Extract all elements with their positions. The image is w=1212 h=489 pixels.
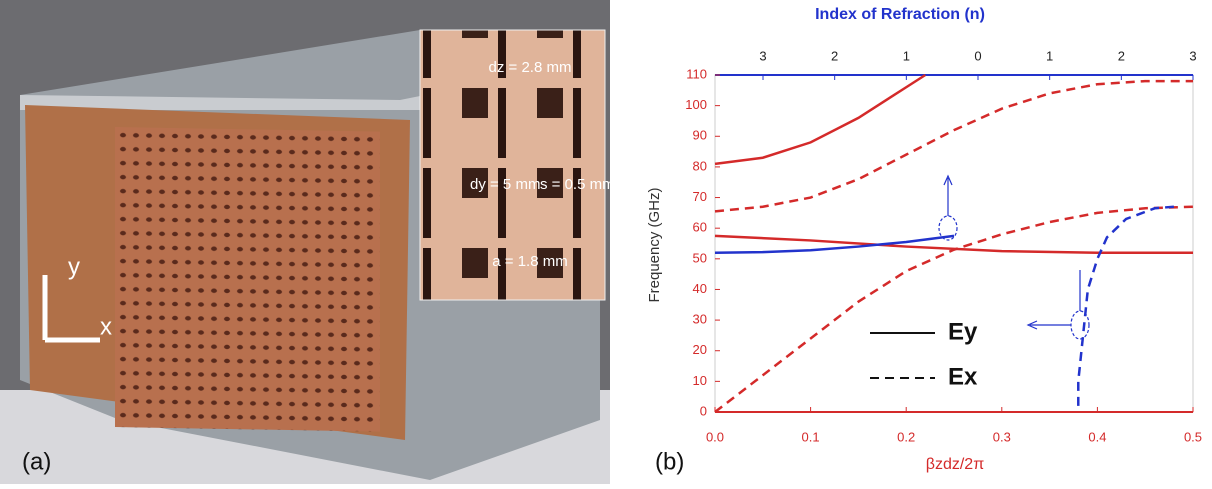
panel-label: (b) bbox=[655, 448, 684, 475]
curve bbox=[714, 79, 1193, 213]
x-axis-title: βzdz/2π bbox=[926, 456, 984, 473]
y-tick-label: 50 bbox=[693, 250, 707, 265]
y-tick-label: 90 bbox=[693, 128, 707, 143]
x-tick-label: 0.4 bbox=[1088, 429, 1106, 444]
y-tick-label: 60 bbox=[693, 220, 707, 235]
y-tick-label: 30 bbox=[693, 312, 707, 327]
legend-label: Ex bbox=[948, 363, 978, 390]
x2-tick-label: 0 bbox=[974, 48, 981, 63]
y-axis-title: Frequency (GHz) bbox=[646, 187, 663, 302]
dimension-label: dz = 2.8 mm bbox=[489, 59, 572, 76]
curve bbox=[1077, 205, 1174, 406]
x2-tick-label: 3 bbox=[759, 48, 766, 63]
curve bbox=[714, 73, 926, 166]
panel-label: (a) bbox=[22, 448, 51, 475]
y-tick-label: 70 bbox=[693, 189, 707, 204]
x-tick-label: 0.3 bbox=[993, 429, 1011, 444]
dimension-label: dy = 5 mm bbox=[470, 176, 540, 193]
y-tick-label: 40 bbox=[693, 281, 707, 296]
dimension-label: a = 1.8 mm bbox=[492, 253, 567, 270]
x2-tick-label: 1 bbox=[1046, 48, 1053, 63]
x-tick-label: 0.2 bbox=[897, 429, 915, 444]
axis-letter: y bbox=[68, 253, 80, 280]
y-tick-label: 100 bbox=[685, 97, 707, 112]
x-tick-label: 0.1 bbox=[802, 429, 820, 444]
x2-tick-label: 2 bbox=[831, 48, 838, 63]
x-tick-label: 0.5 bbox=[1184, 429, 1202, 444]
top-axis-title: Index of Refraction (n) bbox=[815, 6, 985, 23]
x2-tick-label: 3 bbox=[1189, 48, 1196, 63]
x-tick-label: 0.0 bbox=[706, 429, 724, 444]
x2-tick-label: 1 bbox=[903, 48, 910, 63]
photo: dz = 2.8 mm dy = 5 mm s = 0.5 mm a = 1.8… bbox=[0, 0, 615, 484]
dimension-label: s = 0.5 mm bbox=[540, 176, 615, 193]
axis-letter: x bbox=[100, 313, 112, 340]
chart: Index of Refraction (n) βzdz/2π Frequenc… bbox=[646, 6, 1202, 475]
y-tick-label: 10 bbox=[693, 373, 707, 388]
y-tick-label: 80 bbox=[693, 158, 707, 173]
curve bbox=[714, 234, 955, 254]
y-tick-label: 110 bbox=[686, 66, 707, 81]
y-tick-label: 0 bbox=[700, 403, 707, 418]
legend-label: Ey bbox=[948, 318, 978, 345]
curve bbox=[714, 234, 1193, 254]
x2-tick-label: 2 bbox=[1118, 48, 1125, 63]
y-tick-label: 20 bbox=[693, 342, 707, 357]
